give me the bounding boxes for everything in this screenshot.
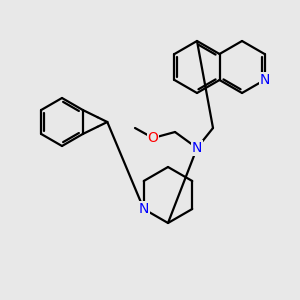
Text: N: N bbox=[139, 202, 149, 216]
Text: N: N bbox=[260, 73, 270, 87]
Text: N: N bbox=[192, 141, 202, 155]
Text: O: O bbox=[148, 131, 158, 145]
